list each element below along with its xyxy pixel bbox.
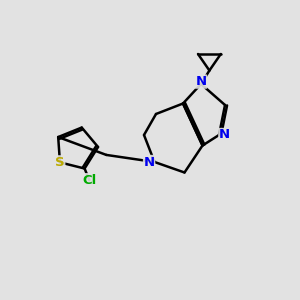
Text: S: S [55,156,65,169]
Text: N: N [195,75,207,88]
Text: Cl: Cl [82,174,96,187]
Text: N: N [219,128,230,142]
Text: N: N [143,155,155,169]
